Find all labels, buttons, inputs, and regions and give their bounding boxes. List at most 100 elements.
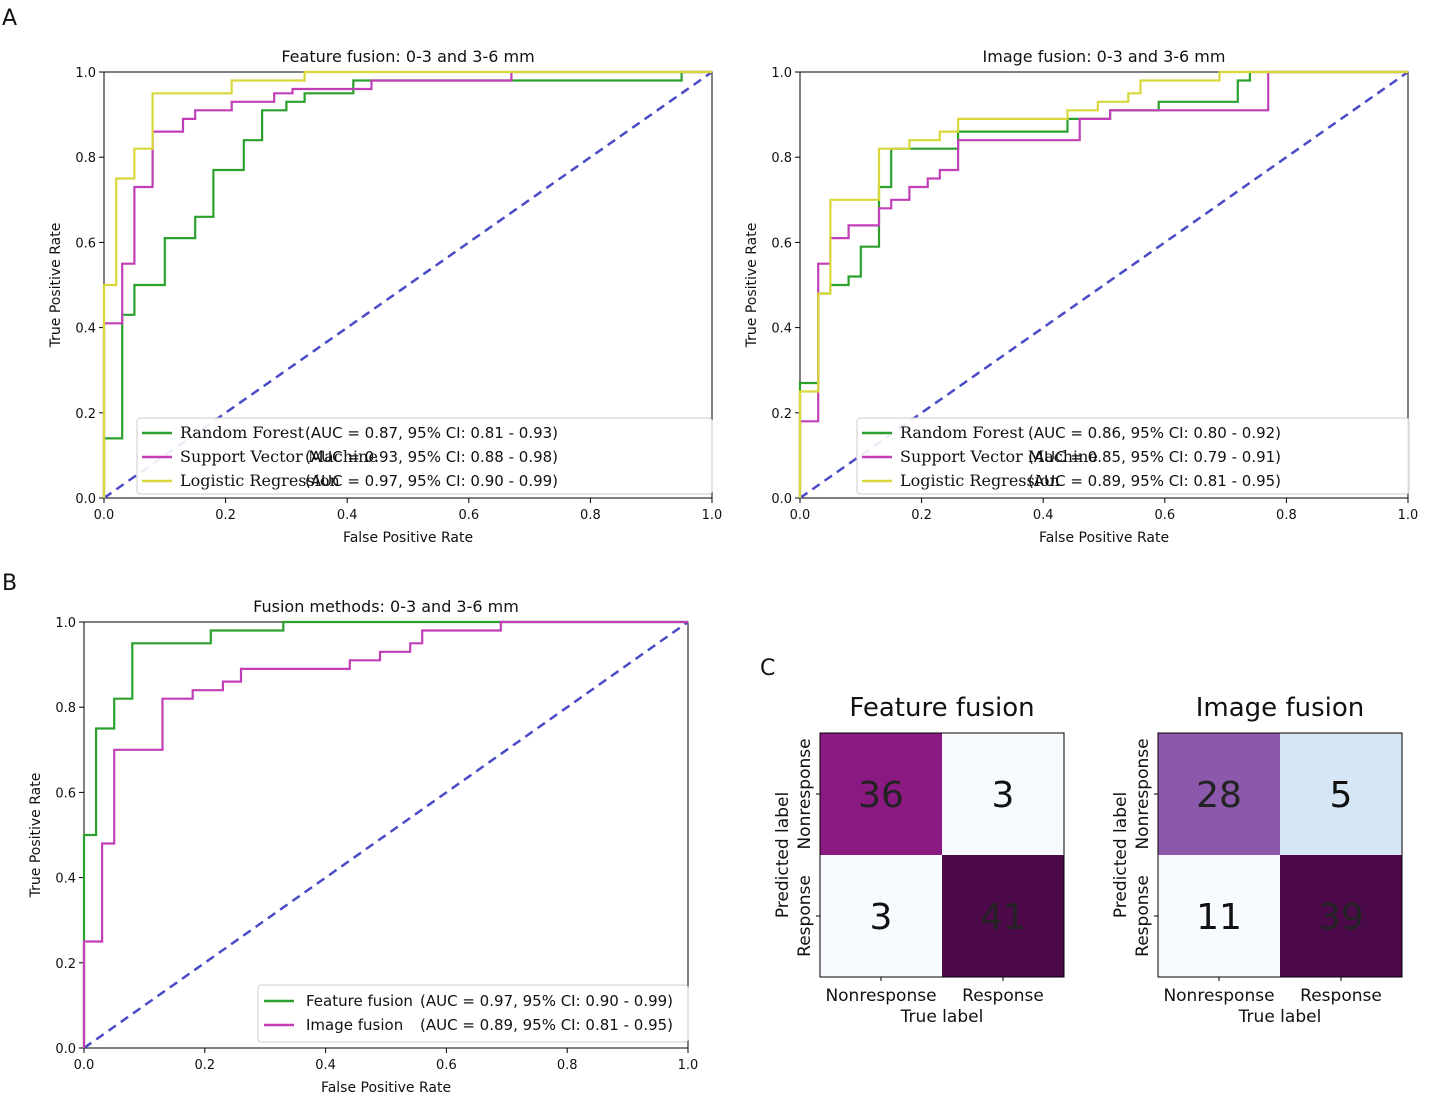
feature-fusion-roc-chart: Feature fusion: 0-3 and 3-6 mm 0.0 0.2 0.4 0… [48, 47, 722, 546]
y-tick-label: 0.6 [55, 786, 76, 801]
x-tick-label: 0.0 [790, 508, 811, 523]
y-tick-label: 0.4 [55, 872, 76, 887]
legend-series-name: Image fusion [306, 1016, 403, 1034]
y-tick-label: Response [795, 875, 815, 957]
matrix-cell [1158, 733, 1280, 855]
legend-box [136, 417, 713, 495]
y-tick-label: 0.4 [771, 322, 792, 337]
x-tick-label: 1.0 [702, 508, 723, 523]
plot-frame [799, 71, 1409, 499]
legend-series-metric: (AUC = 0.89, 95% CI: 0.81 - 0.95) [1028, 472, 1281, 490]
x-tick-label: 0.8 [557, 1058, 578, 1073]
matrix-frame [1157, 732, 1403, 978]
y-axis-label: True Positive Rate [48, 223, 64, 349]
y-tick-label: 0.8 [771, 151, 792, 166]
legend-series-name: Feature fusion [306, 992, 413, 1010]
legend-box [856, 417, 1410, 495]
chart-title: Fusion methods: 0-3 and 3-6 mm [253, 597, 519, 616]
y-tick-label: 0.2 [55, 957, 76, 972]
y-axis-label: Predicted label [773, 792, 793, 918]
x-tick-label: 0.2 [911, 508, 932, 523]
roc-curve-random-forest [102, 70, 712, 498]
x-tick-label: 0.2 [215, 508, 236, 523]
matrix-cell [820, 855, 942, 977]
y-tick-label: 1.0 [75, 66, 96, 81]
chance-diagonal-line [83, 620, 689, 1050]
x-axis-label: False Positive Rate [321, 1080, 451, 1096]
panel-label-a: A [2, 6, 17, 31]
feature-fusion-confusion-matrix: Feature fusion 36 3 3 41 Nonresponse Response T… [773, 693, 1065, 1027]
y-tick-label: Response [1133, 875, 1153, 957]
x-tick-label: 0.8 [580, 508, 601, 523]
y-axis-label: Predicted label [1111, 792, 1131, 918]
y-tick-label: 0.6 [771, 236, 792, 251]
x-axis-label: True label [900, 1007, 984, 1027]
roc-curve-support-vector-machine [102, 70, 712, 498]
matrix-cell-value: 11 [1196, 897, 1242, 938]
x-tick-label: 0.6 [458, 508, 479, 523]
y-axis-label: True Positive Rate [28, 773, 44, 899]
matrix-cell-value: 41 [980, 897, 1026, 938]
legend-series-name: Support Vector Machine [180, 447, 378, 466]
matrix-title: Image fusion [1196, 693, 1364, 723]
roc-curve-feature-fusion [82, 620, 688, 1048]
x-tick-label: Nonresponse [1163, 986, 1274, 1006]
legend-series-name: Support Vector Machine [900, 447, 1098, 466]
matrix-title: Feature fusion [849, 693, 1034, 723]
legend-series-metric: (AUC = 0.97, 95% CI: 0.90 - 0.99) [305, 472, 558, 490]
y-tick-label: 1.0 [55, 616, 76, 631]
y-tick-label: Nonresponse [795, 738, 815, 849]
matrix-cell [820, 733, 942, 855]
y-tick-label: 0.0 [771, 492, 792, 507]
y-tick-label: 0.0 [75, 492, 96, 507]
x-tick-label: 0.4 [1033, 508, 1054, 523]
y-axis-label: True Positive Rate [744, 223, 760, 349]
x-tick-label: 0.2 [194, 1058, 215, 1073]
legend-series-metric: (AUC = 0.93, 95% CI: 0.88 - 0.98) [305, 448, 558, 466]
matrix-cell [1280, 733, 1402, 855]
chart-title: Image fusion: 0-3 and 3-6 mm [983, 47, 1226, 66]
matrix-cell [1280, 855, 1402, 977]
matrix-cell-value: 3 [992, 775, 1015, 816]
legend-series-metric: (AUC = 0.89, 95% CI: 0.81 - 0.95) [420, 1016, 673, 1034]
x-tick-label: Nonresponse [825, 986, 936, 1006]
roc-curve-logistic-regression [798, 70, 1408, 498]
x-tick-label: Response [1300, 986, 1382, 1006]
roc-curve-image-fusion [82, 620, 688, 1048]
fusion-methods-roc-chart: Fusion methods: 0-3 and 3-6 mm 0.0 0.2 0.4 0… [28, 597, 698, 1096]
y-tick-label: 0.2 [771, 407, 792, 422]
matrix-cell-value: 3 [870, 897, 893, 938]
x-tick-label: 0.4 [337, 508, 358, 523]
matrix-cell-value: 5 [1330, 775, 1353, 816]
legend-series-name: Random Forest [900, 423, 1025, 442]
matrix-frame [819, 732, 1065, 978]
panel-label-b: B [2, 571, 17, 596]
chart-title: Feature fusion: 0-3 and 3-6 mm [281, 47, 534, 66]
legend-series-name: Logistic Regression [900, 471, 1060, 490]
x-tick-label: 1.0 [1398, 508, 1419, 523]
y-tick-label: 0.6 [75, 236, 96, 251]
x-axis-label: False Positive Rate [1039, 530, 1169, 546]
legend-series-name: Logistic Regression [180, 471, 340, 490]
y-tick-label: 0.8 [75, 151, 96, 166]
image-fusion-roc-chart: Image fusion: 0-3 and 3-6 mm 0.0 0.2 0.4 0.6… [744, 47, 1418, 546]
matrix-cell [1158, 855, 1280, 977]
x-tick-label: 1.0 [678, 1058, 699, 1073]
matrix-cell [942, 855, 1064, 977]
y-tick-label: 0.0 [55, 1042, 76, 1057]
x-tick-label: 0.4 [315, 1058, 336, 1073]
y-tick-label: 0.4 [75, 322, 96, 337]
x-axis-label: False Positive Rate [343, 530, 473, 546]
matrix-cell-value: 36 [858, 775, 904, 816]
x-tick-label: 0.8 [1276, 508, 1297, 523]
matrix-cell-value: 39 [1318, 897, 1364, 938]
legend-series-metric: (AUC = 0.97, 95% CI: 0.90 - 0.99) [420, 992, 673, 1010]
panel-label-c: C [760, 656, 775, 681]
x-tick-label: 0.0 [74, 1058, 95, 1073]
matrix-cell-value: 28 [1196, 775, 1242, 816]
x-tick-label: 0.0 [94, 508, 115, 523]
legend-box [257, 984, 689, 1043]
y-tick-label: 0.2 [75, 407, 96, 422]
y-tick-label: 1.0 [771, 66, 792, 81]
